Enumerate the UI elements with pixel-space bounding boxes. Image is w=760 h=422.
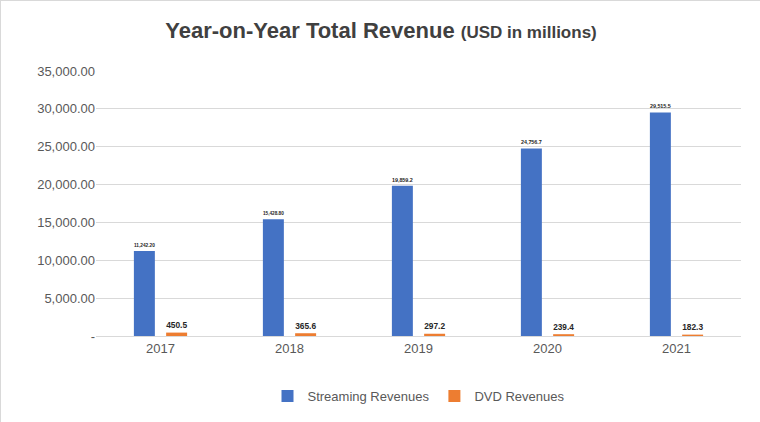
svg-text:182.3: 182.3 (682, 322, 703, 332)
svg-text:2017: 2017 (146, 341, 175, 356)
svg-text:Streaming Revenues: Streaming Revenues (308, 389, 430, 404)
svg-text:19,859.2: 19,859.2 (392, 177, 413, 183)
svg-text:29,515.5: 29,515.5 (650, 103, 671, 109)
svg-text:365.6: 365.6 (295, 321, 316, 331)
svg-text:10,000.00: 10,000.00 (37, 253, 95, 268)
svg-text:Year-on-Year Total Revenue (US: Year-on-Year Total Revenue (USD in milli… (165, 18, 597, 43)
svg-text:25,000.00: 25,000.00 (37, 139, 95, 154)
svg-text:297.2: 297.2 (424, 321, 445, 331)
svg-text:5,000.00: 5,000.00 (44, 291, 95, 306)
svg-text:24,756.7: 24,756.7 (521, 139, 542, 145)
svg-text:20,000.00: 20,000.00 (37, 177, 95, 192)
svg-text:-: - (91, 329, 95, 344)
svg-text:2019: 2019 (404, 341, 433, 356)
svg-text:15,428.80: 15,428.80 (263, 211, 284, 216)
svg-text:2020: 2020 (533, 341, 562, 356)
svg-text:2021: 2021 (662, 341, 691, 356)
svg-text:DVD Revenues: DVD Revenues (474, 389, 564, 404)
svg-text:11,242.20: 11,242.20 (134, 243, 155, 248)
svg-text:30,000.00: 30,000.00 (37, 101, 95, 116)
svg-text:15,000.00: 15,000.00 (37, 215, 95, 230)
svg-text:239.4: 239.4 (553, 323, 574, 332)
svg-text:450.5: 450.5 (166, 320, 187, 330)
svg-text:35,000.00: 35,000.00 (37, 64, 95, 79)
svg-text:2018: 2018 (275, 341, 304, 356)
